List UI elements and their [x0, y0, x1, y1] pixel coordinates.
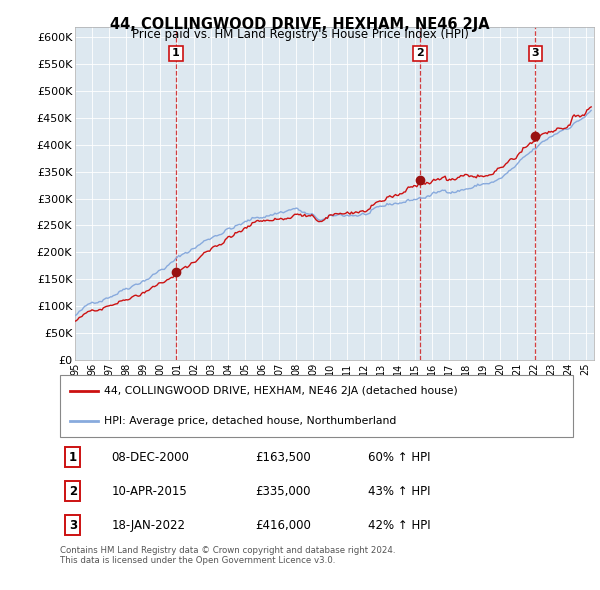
Text: £335,000: £335,000 — [255, 484, 310, 497]
Text: 2: 2 — [69, 484, 77, 497]
Text: 2: 2 — [416, 48, 424, 58]
Text: 44, COLLINGWOOD DRIVE, HEXHAM, NE46 2JA: 44, COLLINGWOOD DRIVE, HEXHAM, NE46 2JA — [110, 17, 490, 31]
Text: 43% ↑ HPI: 43% ↑ HPI — [368, 484, 430, 497]
Text: 60% ↑ HPI: 60% ↑ HPI — [368, 451, 430, 464]
Text: 3: 3 — [532, 48, 539, 58]
Text: £163,500: £163,500 — [255, 451, 311, 464]
Text: 3: 3 — [69, 519, 77, 532]
Text: 44, COLLINGWOOD DRIVE, HEXHAM, NE46 2JA (detached house): 44, COLLINGWOOD DRIVE, HEXHAM, NE46 2JA … — [104, 386, 457, 396]
Text: 1: 1 — [69, 451, 77, 464]
Text: Price paid vs. HM Land Registry's House Price Index (HPI): Price paid vs. HM Land Registry's House … — [131, 28, 469, 41]
Text: HPI: Average price, detached house, Northumberland: HPI: Average price, detached house, Nort… — [104, 416, 396, 426]
Text: 1: 1 — [172, 48, 180, 58]
Text: 10-APR-2015: 10-APR-2015 — [112, 484, 187, 497]
Text: 08-DEC-2000: 08-DEC-2000 — [112, 451, 189, 464]
Text: Contains HM Land Registry data © Crown copyright and database right 2024.
This d: Contains HM Land Registry data © Crown c… — [60, 546, 395, 565]
Text: 18-JAN-2022: 18-JAN-2022 — [112, 519, 185, 532]
Text: 42% ↑ HPI: 42% ↑ HPI — [368, 519, 430, 532]
Text: £416,000: £416,000 — [255, 519, 311, 532]
